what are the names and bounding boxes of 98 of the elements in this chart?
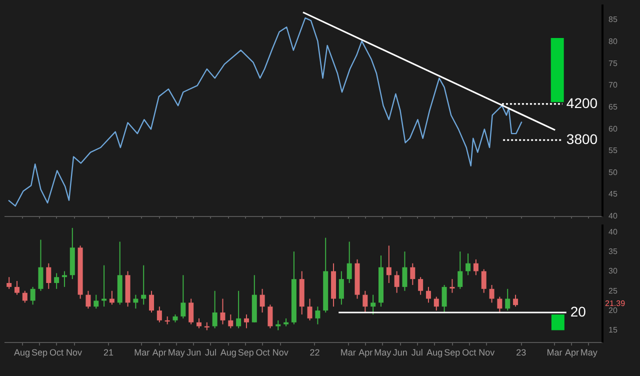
x-tick-label: Apr — [152, 348, 166, 358]
candlestick — [386, 245, 392, 284]
candlestick — [307, 298, 312, 321]
candlestick — [109, 290, 114, 306]
x-tick-label: Jul — [411, 348, 423, 358]
y-tick-label: 35 — [608, 247, 618, 256]
candlestick — [402, 251, 408, 292]
candlestick — [46, 262, 52, 290]
x-tick-label: 21 — [103, 348, 114, 358]
candlestick — [133, 294, 138, 310]
line-series — [8, 17, 522, 207]
candlestick — [94, 294, 99, 310]
candlestick — [62, 270, 67, 288]
candlestick — [513, 294, 518, 308]
candlestick — [156, 306, 162, 323]
candlestick — [6, 276, 12, 290]
candlestick — [410, 262, 416, 286]
candlestick — [276, 320, 281, 331]
candlestick — [212, 290, 218, 329]
candlestick — [346, 241, 352, 284]
candlestick — [228, 314, 234, 329]
candlestick — [268, 304, 273, 329]
x-tick-label: Mar — [134, 348, 150, 358]
x-tick-label: Nov — [478, 348, 496, 358]
candlestick — [22, 290, 28, 304]
candlestick — [394, 270, 400, 294]
series-label: 4200 — [566, 94, 598, 111]
x-tick-label: 22 — [310, 348, 320, 358]
x-tick-label: Sep — [238, 348, 254, 358]
x-tick-label: Mar — [340, 348, 356, 358]
x-tick-label: Nov — [66, 348, 83, 358]
candlestick — [473, 258, 478, 276]
y-tick-label: 85 — [608, 15, 618, 24]
candlestick — [86, 290, 91, 310]
x-tick-label: Aug — [220, 348, 236, 358]
candlestick — [338, 270, 344, 306]
y-tick-label: 55 — [608, 146, 618, 156]
y-tick-label: 45 — [608, 190, 618, 199]
x-tick-label: Mar — [546, 348, 562, 358]
x-tick-label: 23 — [516, 348, 526, 358]
x-tick-label: May — [580, 348, 598, 358]
x-tick-label: Oct — [256, 348, 270, 358]
y-tick-label: 75 — [608, 58, 618, 68]
text: 21.39 — [605, 299, 626, 308]
x-tick-label: Jul — [205, 348, 217, 358]
candlestick — [38, 239, 44, 292]
candlestick — [466, 253, 471, 276]
candlestick — [489, 284, 494, 304]
y-tick-label: 40 — [608, 227, 618, 236]
candlestick — [220, 298, 226, 325]
candlestick — [260, 288, 265, 313]
x-tick-label: Sep — [444, 348, 460, 358]
y-tick-label: 15 — [608, 326, 618, 335]
x-tick-label: Apr — [564, 348, 579, 358]
y-tick-label: 40 — [608, 212, 618, 220]
candlestick — [481, 268, 486, 294]
candlestick — [244, 314, 249, 329]
candlestick — [370, 294, 376, 315]
candlestick — [458, 251, 463, 290]
y-tick-label: 60 — [608, 124, 618, 134]
candlestick — [497, 296, 502, 313]
candlestick — [188, 298, 194, 325]
x-tick-label: Jun — [392, 348, 408, 358]
candlestick — [30, 286, 36, 306]
y-tick-label: 80 — [608, 37, 618, 46]
candlestick — [102, 264, 107, 308]
x-tick-label: Aug — [426, 348, 443, 358]
x-tick-label: Aug — [14, 348, 30, 358]
candlestick — [434, 296, 439, 312]
y-tick-label: 50 — [608, 168, 618, 177]
x-tick-label: Oct — [49, 348, 64, 358]
y-tick-label: 65 — [608, 102, 618, 112]
x-tick-label: Sep — [32, 348, 48, 358]
candlestick — [418, 276, 424, 296]
x-tick-label: Nov — [272, 348, 289, 358]
series-label: 3800 — [566, 131, 598, 148]
candlestick — [426, 286, 431, 304]
candlestick — [442, 284, 447, 313]
candlestick — [54, 272, 60, 290]
candlestick — [315, 306, 320, 325]
candlestick — [196, 318, 202, 329]
y-tick-label: 30 — [608, 266, 618, 276]
candlestick — [362, 290, 368, 313]
candlestick — [236, 290, 242, 329]
x-tick-label: Jun — [186, 348, 202, 358]
y-tick-label: 25 — [608, 286, 618, 296]
x-tick-label: May — [374, 348, 392, 358]
candlestick — [505, 288, 510, 312]
candlestick — [14, 280, 20, 296]
x-tick-label: May — [168, 348, 186, 358]
y-tick-label: 70 — [608, 80, 618, 90]
x-tick-label: Oct — [462, 348, 477, 358]
candlestick — [450, 278, 455, 294]
series-label: 20 — [570, 304, 586, 320]
x-tick-label: Apr — [358, 348, 373, 358]
candlestick — [180, 274, 186, 319]
y-tick-label: 20 — [608, 306, 618, 316]
candlestick — [149, 290, 154, 313]
